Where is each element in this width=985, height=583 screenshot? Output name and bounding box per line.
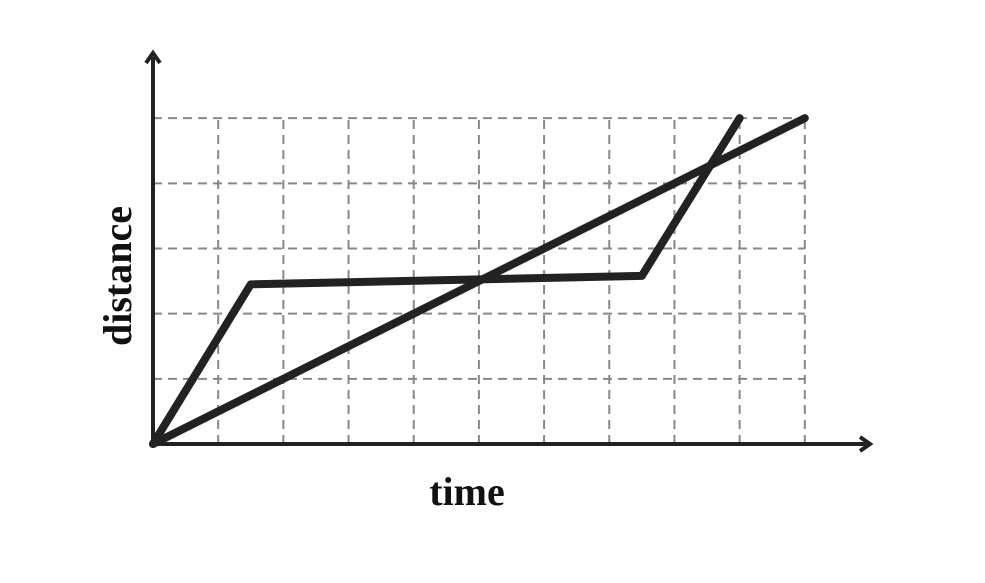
y-axis-arrow: [144, 49, 162, 65]
x-axis-label: time: [429, 469, 505, 514]
y-axis-label: distance: [95, 206, 140, 346]
data-line: [149, 114, 744, 448]
x-axis-arrow: [858, 435, 874, 453]
